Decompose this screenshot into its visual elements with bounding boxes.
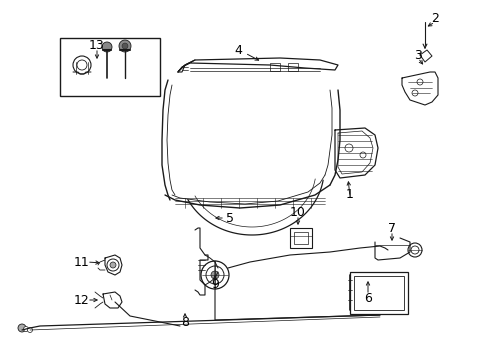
Bar <box>293 232 307 244</box>
Circle shape <box>23 327 28 332</box>
Text: 5: 5 <box>225 212 234 225</box>
Text: 4: 4 <box>234 44 242 57</box>
Circle shape <box>119 40 131 52</box>
Text: 8: 8 <box>181 315 189 328</box>
Circle shape <box>102 42 112 52</box>
Bar <box>353 276 403 310</box>
Circle shape <box>210 271 219 279</box>
Text: 7: 7 <box>387 221 395 234</box>
Circle shape <box>110 262 116 268</box>
Text: 2: 2 <box>430 12 438 24</box>
Text: 6: 6 <box>364 292 371 305</box>
Text: 3: 3 <box>413 49 421 62</box>
Bar <box>60 38 160 96</box>
Bar <box>287 63 297 71</box>
Text: 10: 10 <box>289 206 305 219</box>
Bar <box>289 228 311 248</box>
Text: 1: 1 <box>346 188 353 201</box>
Circle shape <box>27 328 32 333</box>
Text: 9: 9 <box>211 279 219 292</box>
Bar <box>269 63 280 71</box>
Text: 12: 12 <box>74 293 90 306</box>
Text: 11: 11 <box>74 256 90 269</box>
Circle shape <box>122 43 128 49</box>
Circle shape <box>18 324 26 332</box>
Text: 13: 13 <box>89 39 104 51</box>
Bar <box>349 272 407 314</box>
